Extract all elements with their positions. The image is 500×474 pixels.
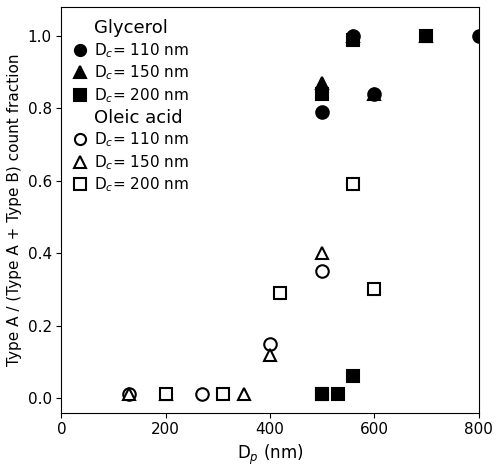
- Y-axis label: Type A / (Type A + Type B) count fraction: Type A / (Type A + Type B) count fractio…: [7, 54, 22, 366]
- Legend: Glycerol, D$_c$= 110 nm, D$_c$= 150 nm, D$_c$= 200 nm, Oleic acid, D$_c$= 110 nm: Glycerol, D$_c$= 110 nm, D$_c$= 150 nm, …: [69, 15, 193, 199]
- X-axis label: D$_p$ (nm): D$_p$ (nm): [237, 443, 304, 467]
